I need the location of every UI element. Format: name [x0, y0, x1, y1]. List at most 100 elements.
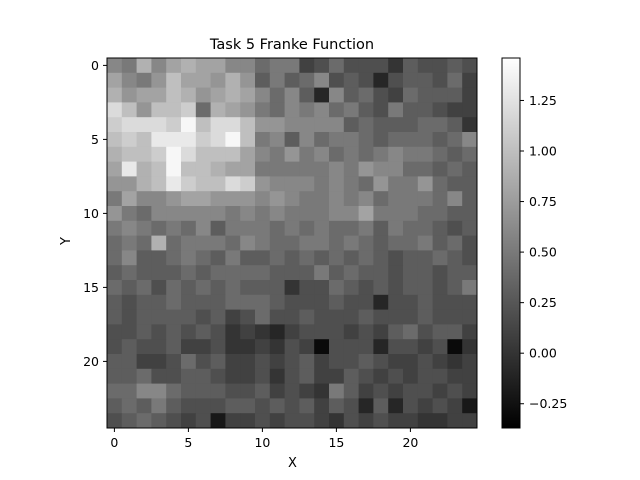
heatmap-cell	[329, 220, 345, 236]
heatmap-cell	[314, 72, 330, 88]
heatmap-cell	[388, 146, 404, 162]
heatmap-cell	[284, 368, 300, 384]
heatmap-cell	[166, 102, 182, 118]
heatmap-cell	[284, 235, 300, 251]
heatmap-cell	[136, 146, 152, 162]
heatmap-cell	[210, 265, 226, 281]
heatmap-cell	[373, 220, 389, 236]
heatmap-cell	[462, 250, 478, 266]
heatmap-cell	[358, 250, 374, 266]
heatmap-cell	[432, 383, 448, 399]
heatmap-cell	[121, 250, 137, 266]
heatmap-cell	[284, 324, 300, 340]
heatmap-cell	[447, 413, 463, 429]
heatmap-cell	[284, 220, 300, 236]
heatmap-cell	[255, 191, 271, 207]
heatmap-cell	[240, 132, 256, 148]
heatmap-cell	[432, 206, 448, 222]
heatmap-cell	[151, 132, 167, 148]
heatmap-cell	[107, 58, 123, 74]
heatmap-cell	[136, 117, 152, 133]
heatmap-cell	[166, 72, 182, 88]
heatmap-cell	[121, 368, 137, 384]
heatmap-cell	[121, 191, 137, 207]
heatmap-cell	[225, 72, 241, 88]
heatmap-cell	[314, 294, 330, 310]
heatmap-cell	[121, 102, 137, 118]
heatmap-cell	[151, 354, 167, 370]
heatmap-cell	[225, 102, 241, 118]
heatmap-cell	[284, 117, 300, 133]
heatmap-cell	[225, 235, 241, 251]
heatmap-cell	[314, 146, 330, 162]
heatmap-cell	[403, 206, 419, 222]
heatmap-cell	[299, 294, 315, 310]
heatmap-cell	[210, 280, 226, 296]
heatmap-cell	[255, 220, 271, 236]
heatmap-cell	[210, 294, 226, 310]
heatmap-cell	[225, 250, 241, 266]
heatmap-cell	[195, 132, 211, 148]
y-tick-label: 5	[91, 132, 99, 147]
heatmap-cell	[121, 206, 137, 222]
heatmap-cell	[195, 117, 211, 133]
heatmap-cell	[225, 324, 241, 340]
heatmap-cell	[447, 354, 463, 370]
heatmap-cell	[181, 58, 197, 74]
heatmap-cell	[417, 146, 433, 162]
heatmap-cell	[136, 324, 152, 340]
heatmap-cell	[299, 368, 315, 384]
heatmap-cell	[284, 58, 300, 74]
heatmap-cell	[358, 265, 374, 281]
heatmap-cell	[462, 354, 478, 370]
heatmap-cell	[329, 235, 345, 251]
heatmap-cell	[432, 102, 448, 118]
heatmap-cell	[447, 368, 463, 384]
heatmap-cell	[166, 280, 182, 296]
heatmap-cell	[329, 87, 345, 103]
heatmap-cell	[343, 132, 359, 148]
heatmap-cell	[462, 102, 478, 118]
heatmap-cell	[417, 354, 433, 370]
heatmap-cell	[121, 235, 137, 251]
heatmap-cell	[358, 309, 374, 325]
heatmap-cell	[403, 87, 419, 103]
heatmap-cell	[388, 339, 404, 355]
heatmap-cell	[329, 132, 345, 148]
heatmap-cell	[314, 354, 330, 370]
heatmap-cell	[299, 280, 315, 296]
y-tick-label: 0	[91, 58, 99, 73]
heatmap-cell	[107, 398, 123, 414]
heatmap-cell	[269, 132, 285, 148]
heatmap-cell	[136, 339, 152, 355]
heatmap-cell	[225, 132, 241, 148]
heatmap-cell	[343, 191, 359, 207]
heatmap-cell	[432, 368, 448, 384]
heatmap-cell	[432, 398, 448, 414]
heatmap-cell	[447, 235, 463, 251]
heatmap-cell	[373, 132, 389, 148]
heatmap-cell	[166, 176, 182, 192]
heatmap-cell	[136, 161, 152, 177]
heatmap-cell	[329, 146, 345, 162]
heatmap-cell	[136, 72, 152, 88]
heatmap-cell	[447, 176, 463, 192]
heatmap-cell	[314, 368, 330, 384]
heatmap-cell	[136, 398, 152, 414]
heatmap-cell	[136, 354, 152, 370]
heatmap-cell	[462, 146, 478, 162]
heatmap-cell	[462, 132, 478, 148]
heatmap-cell	[299, 413, 315, 429]
heatmap-cell	[373, 235, 389, 251]
heatmap-cell	[225, 191, 241, 207]
heatmap-cell	[107, 324, 123, 340]
heatmap-cell	[195, 176, 211, 192]
heatmap-cell	[181, 368, 197, 384]
heatmap-cell	[166, 161, 182, 177]
x-tick-label: 20	[402, 435, 418, 450]
heatmap-cell	[255, 102, 271, 118]
heatmap-cell	[329, 206, 345, 222]
heatmap-cell	[358, 146, 374, 162]
heatmap-cell	[417, 117, 433, 133]
y-tick-label: 20	[83, 354, 99, 369]
